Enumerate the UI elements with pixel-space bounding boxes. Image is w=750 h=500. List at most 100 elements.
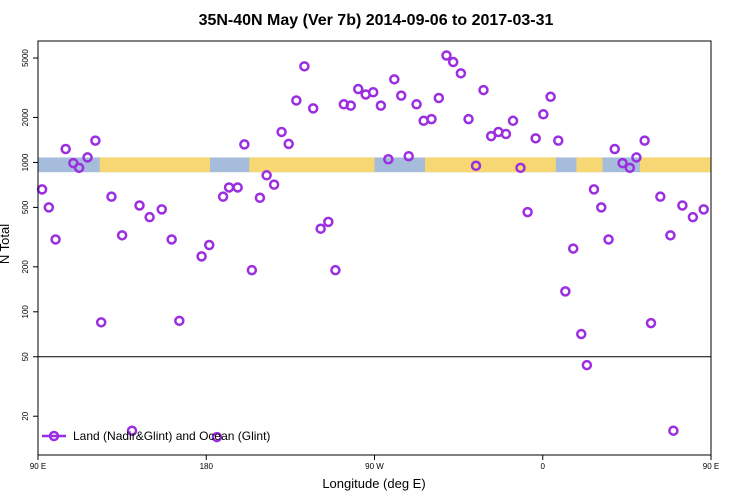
data-point <box>291 95 302 106</box>
data-point <box>261 170 272 181</box>
data-point <box>246 264 258 276</box>
data-point <box>330 264 341 276</box>
x-tick-label: 0 <box>541 462 546 471</box>
data-point <box>687 211 699 223</box>
data-point <box>677 200 688 211</box>
data-point <box>174 315 185 327</box>
data-point <box>560 286 571 297</box>
data-point <box>203 239 215 251</box>
y-axis-label: N Total <box>0 224 12 264</box>
legend-marker <box>48 430 60 442</box>
data-point <box>375 100 387 111</box>
data-point <box>276 126 287 138</box>
y-tick-label: 500 <box>21 200 30 214</box>
y-axis: 20 50 100 200 500 1000 2000 5000 <box>21 49 38 421</box>
data-point <box>665 230 676 241</box>
data-point <box>603 234 614 245</box>
data-point <box>515 162 526 174</box>
y-tick-label: 100 <box>21 305 30 319</box>
data-point <box>156 204 168 215</box>
legend: Land (Nadir&Glint) and Ocean (Glint) <box>42 429 270 443</box>
data-point <box>567 243 579 254</box>
land-band-segment <box>99 157 210 173</box>
data-point <box>507 115 519 127</box>
data-point <box>389 74 400 85</box>
data-point <box>60 143 71 155</box>
data-point <box>645 317 657 329</box>
land-band-segment <box>424 157 556 173</box>
y-tick-label: 20 <box>21 411 30 420</box>
plot-frame <box>37 40 712 456</box>
land-band-segment <box>249 157 375 173</box>
data-point <box>232 182 243 193</box>
data-point <box>485 130 497 142</box>
data-points <box>36 50 709 443</box>
data-point <box>463 113 474 125</box>
surface-band <box>38 157 711 173</box>
data-point <box>211 431 223 443</box>
data-point <box>624 162 636 174</box>
data-point <box>367 86 379 98</box>
data-point <box>596 202 607 213</box>
data-point <box>144 211 155 223</box>
data-point <box>698 204 709 215</box>
data-point <box>447 56 459 68</box>
data-point <box>538 109 549 120</box>
data-point <box>522 206 533 218</box>
data-point <box>383 154 394 165</box>
x-tick-label: 90 E <box>30 462 46 471</box>
data-point <box>268 179 280 190</box>
y-tick-label: 1000 <box>21 153 30 171</box>
data-point <box>631 152 642 163</box>
y-tick-label: 5000 <box>21 49 30 67</box>
data-point <box>50 234 61 245</box>
data-point <box>345 100 357 111</box>
y-tick-label: 200 <box>21 260 30 274</box>
data-point <box>426 113 437 125</box>
data-point <box>134 200 145 211</box>
data-point <box>315 223 326 234</box>
data-point <box>500 128 512 140</box>
data-point <box>441 50 452 61</box>
data-point <box>455 68 467 79</box>
data-point <box>352 83 364 95</box>
legend-label: Land (Nadir&Glint) and Ocean (Glint) <box>73 429 270 443</box>
y-tick-label: 50 <box>21 352 30 361</box>
data-point <box>95 317 107 328</box>
data-point <box>82 152 93 163</box>
data-point <box>478 84 489 96</box>
data-point <box>254 192 266 204</box>
data-point <box>323 216 334 228</box>
data-point <box>553 135 564 146</box>
data-point <box>36 184 48 195</box>
data-point <box>239 139 250 150</box>
x-tick-label: 90 W <box>365 462 384 471</box>
x-axis-label: Longitude (deg E) <box>322 476 425 491</box>
data-point <box>668 425 679 436</box>
data-point <box>223 182 235 193</box>
x-tick-label: 180 <box>200 462 214 471</box>
data-point <box>116 230 128 241</box>
data-point <box>73 162 85 174</box>
data-point <box>403 150 414 162</box>
data-point <box>581 359 593 371</box>
data-point <box>196 251 207 262</box>
chart-title: 35N-40N May (Ver 7b) 2014-09-06 to 2017-… <box>199 12 554 29</box>
data-point <box>126 425 138 436</box>
land-band-segment <box>639 157 711 173</box>
data-point <box>588 184 600 195</box>
data-point <box>639 135 650 146</box>
data-point <box>433 92 445 104</box>
data-point <box>217 191 229 202</box>
land-band-segment <box>576 157 603 173</box>
x-tick-label: 90 E <box>703 462 719 471</box>
y-tick-label: 2000 <box>21 108 30 126</box>
data-point <box>655 191 666 202</box>
data-point <box>90 135 101 146</box>
data-point <box>395 90 407 101</box>
data-point <box>307 103 319 114</box>
data-point <box>545 91 556 103</box>
data-point <box>106 191 117 202</box>
data-point <box>43 202 55 213</box>
